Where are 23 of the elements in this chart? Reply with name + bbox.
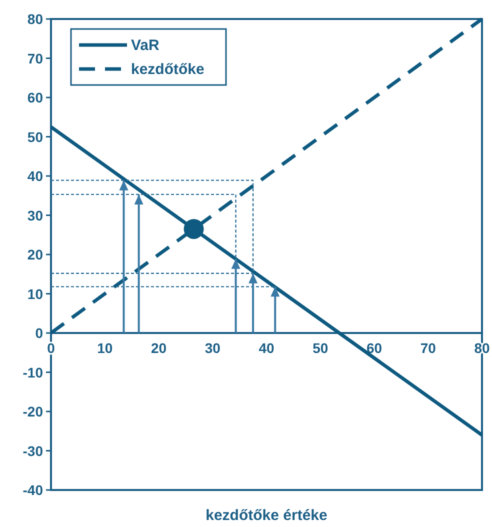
y-tick-label: 50 xyxy=(27,128,44,145)
y-tick-label: -40 xyxy=(22,482,44,498)
y-tick-label: -10 xyxy=(22,364,44,380)
y-tick-label: 0 xyxy=(35,325,44,341)
x-axis-title: kezdőtőke értéke xyxy=(206,507,328,524)
legend-label: kezdőtőke xyxy=(131,61,204,78)
y-tick-label: 20 xyxy=(27,246,44,262)
legend-label: VaR xyxy=(131,37,160,54)
x-tick-label: 10 xyxy=(97,340,113,356)
y-tick-label: -30 xyxy=(22,442,44,459)
y-tick-label: 70 xyxy=(27,50,44,66)
x-tick-label: 40 xyxy=(258,340,274,356)
y-tick-label: 40 xyxy=(27,168,44,184)
x-tick-label: 30 xyxy=(204,340,221,356)
x-tick-label: 20 xyxy=(150,340,167,356)
x-tick-label: 50 xyxy=(312,340,328,356)
x-tick-label: 60 xyxy=(366,340,382,356)
y-tick-label: -20 xyxy=(22,404,44,420)
y-tick-label: 10 xyxy=(27,286,44,302)
y-tick-label: 60 xyxy=(27,90,44,106)
y-tick-label: 30 xyxy=(27,207,44,224)
y-tick-label: 80 xyxy=(27,11,44,27)
x-tick-label: 70 xyxy=(420,340,436,356)
